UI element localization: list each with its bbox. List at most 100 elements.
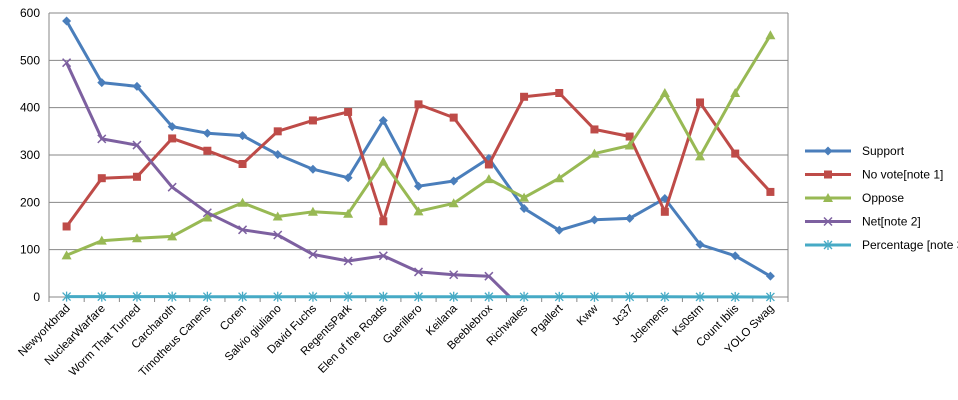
data-point — [624, 140, 635, 150]
data-point — [625, 132, 634, 141]
series-line — [65, 62, 512, 299]
data-point — [625, 291, 635, 302]
data-point — [625, 213, 635, 223]
y-tick-label-200: 200 — [20, 195, 40, 209]
x-tick-label: Jc37 — [610, 303, 636, 329]
data-point — [273, 291, 283, 302]
legend-entry-no-vote-note-1: No vote[note 1] — [805, 168, 943, 182]
data-point — [167, 182, 177, 192]
legend-marker — [823, 146, 833, 156]
data-point — [238, 291, 248, 302]
legend-entry-net-note-2: Net[note 2] — [805, 215, 921, 229]
data-point — [520, 92, 529, 101]
data-point — [730, 291, 740, 302]
data-point — [414, 291, 423, 302]
data-point — [554, 291, 564, 302]
data-point — [132, 81, 142, 91]
series-percentage-note-3 — [62, 291, 775, 302]
data-point — [765, 271, 775, 281]
gridlines — [48, 12, 789, 302]
data-point — [273, 230, 283, 240]
series-net-note-2 — [62, 58, 512, 299]
x-tick-label: Jclemens — [628, 302, 671, 345]
x-tick-label: Kww — [575, 302, 601, 328]
legend-label: No vote[note 1] — [862, 168, 943, 182]
data-point — [273, 150, 283, 160]
data-point — [414, 181, 423, 191]
x-tick-label: NuclearWarfare — [43, 303, 108, 368]
data-point — [308, 164, 318, 174]
legend-entry-percentage-note-3: Percentage [note 3] — [805, 238, 958, 252]
data-point — [62, 58, 72, 68]
data-point — [554, 225, 564, 235]
data-point — [238, 225, 248, 235]
legend-entry-oppose: Oppose — [805, 191, 904, 205]
data-point — [344, 107, 353, 116]
data-point — [167, 231, 178, 241]
data-point — [449, 291, 459, 302]
data-point — [519, 291, 529, 302]
data-point — [378, 251, 388, 261]
data-point — [449, 270, 459, 280]
data-point — [765, 30, 776, 40]
legend-marker — [824, 170, 832, 179]
data-point — [238, 159, 247, 168]
legend-entry-support: Support — [805, 144, 905, 158]
data-point — [343, 291, 353, 302]
data-point — [308, 116, 317, 125]
data-point — [97, 174, 106, 183]
data-point — [660, 291, 670, 302]
y-tick-label-400: 400 — [20, 101, 40, 115]
x-tick-label: Elen of the Roads — [316, 302, 389, 375]
series-line — [66, 34, 772, 257]
legend-label: Support — [862, 144, 905, 158]
data-point — [97, 291, 107, 302]
data-point — [131, 233, 142, 243]
data-point — [484, 291, 494, 302]
data-point — [343, 256, 353, 266]
data-point — [378, 291, 388, 302]
y-axis-ticks: 0 100 200 300 400 500 600 — [20, 6, 40, 304]
data-point — [62, 291, 72, 302]
data-point — [378, 115, 388, 125]
y-tick-label-500: 500 — [20, 53, 40, 67]
data-point — [202, 208, 212, 218]
data-point — [203, 146, 212, 155]
data-point — [519, 203, 529, 213]
data-point — [167, 291, 177, 302]
legend-marker — [823, 240, 833, 250]
data-point — [308, 291, 318, 302]
data-point — [589, 291, 599, 302]
data-point — [61, 250, 72, 260]
data-point — [589, 148, 600, 158]
data-point — [202, 128, 212, 138]
y-tick-label-600: 600 — [20, 6, 40, 20]
data-point — [413, 206, 424, 216]
data-point — [272, 211, 283, 221]
data-point — [167, 122, 177, 132]
data-point — [238, 131, 248, 141]
data-point — [555, 88, 564, 97]
data-point — [62, 16, 72, 26]
data-point — [484, 160, 493, 169]
data-point — [765, 291, 775, 302]
x-tick-label: Ks0stm — [671, 303, 707, 339]
x-tick-label: Keilana — [424, 302, 460, 338]
data-point — [449, 176, 459, 186]
data-point — [449, 113, 458, 122]
data-point — [730, 251, 740, 261]
x-tick-label: Coren — [218, 303, 249, 334]
data-point — [660, 207, 669, 216]
data-point — [659, 87, 670, 97]
data-point — [96, 235, 107, 245]
legend-label: Net[note 2] — [862, 215, 921, 229]
data-point — [414, 100, 423, 109]
data-point — [343, 173, 353, 183]
data-point — [62, 222, 71, 231]
data-point — [483, 174, 494, 184]
data-point — [554, 173, 565, 183]
series-oppose — [61, 30, 776, 260]
data-point — [132, 140, 142, 150]
